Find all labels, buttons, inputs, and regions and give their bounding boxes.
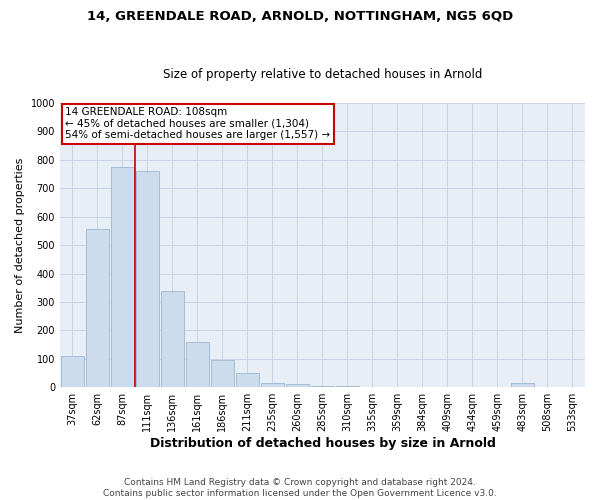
Bar xyxy=(335,386,359,387)
Bar xyxy=(61,356,84,387)
X-axis label: Distribution of detached houses by size in Arnold: Distribution of detached houses by size … xyxy=(149,437,496,450)
Title: Size of property relative to detached houses in Arnold: Size of property relative to detached ho… xyxy=(163,68,482,81)
Bar xyxy=(311,386,334,387)
Bar xyxy=(511,383,535,387)
Bar xyxy=(211,360,235,387)
Bar xyxy=(386,386,409,387)
Bar xyxy=(86,230,109,387)
Y-axis label: Number of detached properties: Number of detached properties xyxy=(15,158,25,333)
Bar xyxy=(286,384,310,387)
Bar xyxy=(110,167,134,387)
Bar xyxy=(161,290,184,387)
Bar xyxy=(361,386,385,387)
Bar xyxy=(260,383,284,387)
Bar xyxy=(136,171,160,387)
Bar xyxy=(236,373,259,387)
Text: 14 GREENDALE ROAD: 108sqm
← 45% of detached houses are smaller (1,304)
54% of se: 14 GREENDALE ROAD: 108sqm ← 45% of detac… xyxy=(65,108,330,140)
Bar xyxy=(185,342,209,387)
Text: 14, GREENDALE ROAD, ARNOLD, NOTTINGHAM, NG5 6QD: 14, GREENDALE ROAD, ARNOLD, NOTTINGHAM, … xyxy=(87,10,513,23)
Text: Contains HM Land Registry data © Crown copyright and database right 2024.
Contai: Contains HM Land Registry data © Crown c… xyxy=(103,478,497,498)
